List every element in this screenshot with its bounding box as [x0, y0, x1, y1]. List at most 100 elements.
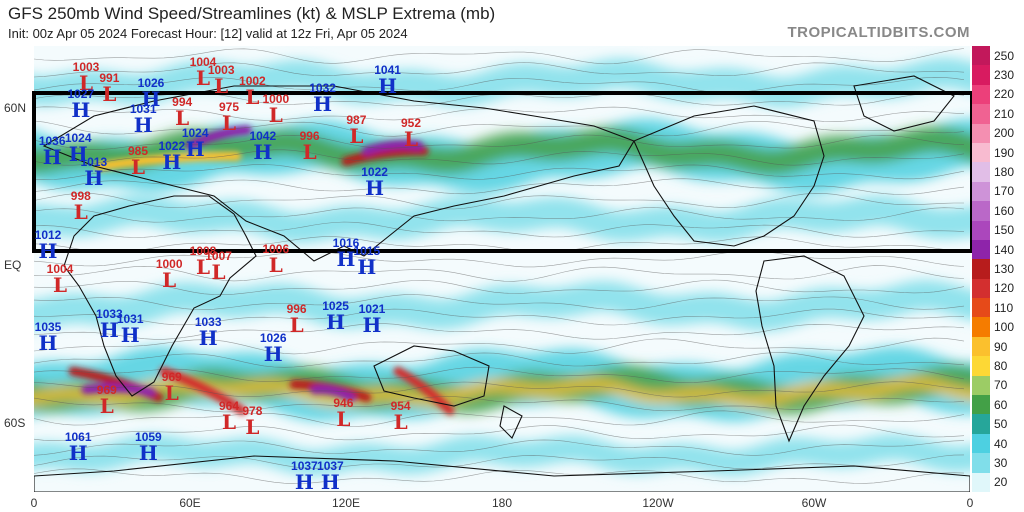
- jet-streak: [81, 383, 156, 397]
- colorbar-label: 190: [994, 145, 1015, 160]
- jet-streak: [393, 366, 455, 416]
- colorbar-label: 160: [994, 203, 1015, 218]
- lon-label: 180: [491, 496, 513, 510]
- streamline: [34, 149, 965, 166]
- colorbar-segment: [972, 336, 990, 357]
- streamline: [34, 134, 965, 150]
- wind-band: [34, 57, 970, 108]
- streamline: [34, 164, 965, 181]
- colorbar-segment: [972, 298, 990, 318]
- streamline: [34, 265, 965, 282]
- coastlines: [34, 75, 970, 492]
- streamline: [34, 439, 965, 456]
- streamline: [34, 178, 965, 195]
- colorbar-label: 210: [994, 106, 1015, 121]
- colorbar-label: 90: [994, 339, 1008, 354]
- lat-label: 60N: [4, 100, 27, 115]
- colorbar-segment: [972, 162, 990, 183]
- colorbar-segment: [972, 259, 990, 280]
- lon-label: 0: [966, 496, 974, 510]
- streamline: [34, 62, 965, 78]
- streamline: [34, 250, 965, 268]
- colorbar-label: 200: [994, 126, 1015, 141]
- streamline: [34, 366, 965, 384]
- streamline: [34, 396, 965, 413]
- colorbar-label: 220: [994, 87, 1015, 102]
- colorbar-segment: [972, 472, 990, 493]
- streamline: [34, 207, 965, 223]
- streamline: [34, 410, 965, 427]
- streamline: [34, 279, 965, 296]
- colorbar-label: 110: [994, 300, 1014, 315]
- colorbar-segment: [972, 201, 990, 222]
- colorbar-label: 100: [994, 320, 1015, 335]
- colorbar-segment: [972, 220, 990, 241]
- streamline: [34, 120, 965, 137]
- colorbar-segment: [972, 375, 990, 396]
- streamline: [34, 424, 965, 442]
- colorbar-segment: [972, 356, 990, 377]
- streamline: [34, 323, 965, 340]
- jet-streak: [362, 140, 424, 156]
- streamline: [34, 76, 965, 94]
- lat-label: EQ: [4, 258, 22, 273]
- wind-band: [34, 194, 970, 244]
- colorbar-segment: [972, 414, 990, 435]
- streamline: [34, 337, 965, 355]
- streamline: [34, 221, 965, 238]
- wind-band: [34, 279, 970, 332]
- wind-band: [34, 376, 970, 408]
- wind-band: [34, 433, 970, 477]
- lon-label: 60E: [179, 496, 201, 510]
- jet-streak: [185, 125, 252, 151]
- wind-band: [34, 126, 970, 176]
- lat-label: 60S: [4, 415, 26, 430]
- colorbar-label: 170: [994, 184, 1015, 199]
- lon-label: 60W: [801, 496, 827, 510]
- wind-map-panel[interactable]: [34, 46, 970, 492]
- streamline: [34, 106, 965, 122]
- colorbar-segment: [972, 317, 990, 338]
- streamline: [34, 352, 965, 368]
- colorbar: [972, 46, 990, 493]
- lon-label: 120E: [331, 496, 361, 510]
- colorbar-label: 70: [994, 378, 1008, 393]
- colorbar-label: 20: [994, 475, 1008, 490]
- colorbar-segment: [972, 278, 990, 299]
- streamline: [34, 308, 965, 326]
- jet-streaks: [68, 125, 455, 416]
- colorbar-label: 140: [994, 242, 1015, 257]
- colorbar-label: 120: [994, 281, 1015, 296]
- colorbar-label: 150: [994, 223, 1015, 238]
- colorbar-segment: [972, 239, 990, 260]
- colorbar-label: 130: [994, 262, 1015, 276]
- colorbar-segment: [972, 65, 990, 86]
- colorbar-label: 60: [994, 397, 1008, 412]
- streamlines: [34, 48, 965, 485]
- colorbar-label: 80: [994, 358, 1008, 373]
- streamline: [34, 294, 965, 311]
- jet-streak: [310, 384, 356, 403]
- map-subtitle: Init: 00z Apr 05 2024 Forecast Hour: [12…: [8, 26, 408, 41]
- colorbar-segment: [972, 84, 990, 105]
- colorbar-segment: [972, 395, 990, 415]
- wind-map-canvas: [34, 48, 970, 492]
- lon-label: 0: [30, 496, 38, 510]
- streamline: [34, 48, 965, 65]
- jet-streak: [159, 366, 247, 416]
- lon-label: 120W: [642, 496, 674, 510]
- colorbar-label: 40: [994, 436, 1008, 451]
- colorbar-label: 230: [994, 68, 1015, 83]
- streamline: [34, 236, 965, 253]
- colorbar-segment: [972, 123, 990, 144]
- jet-streak: [341, 146, 429, 166]
- map-title: GFS 250mb Wind Speed/Streamlines (kt) & …: [8, 4, 496, 23]
- colorbar-label: 180: [994, 165, 1015, 180]
- colorbar-segment: [972, 104, 990, 125]
- colorbar-segment: [972, 433, 990, 454]
- colorbar-segment: [972, 46, 990, 66]
- wind-band: [34, 118, 970, 195]
- colorbar-segment: [972, 181, 990, 202]
- colorbar-label: 250: [994, 48, 1015, 63]
- colorbar-label: 50: [994, 417, 1008, 432]
